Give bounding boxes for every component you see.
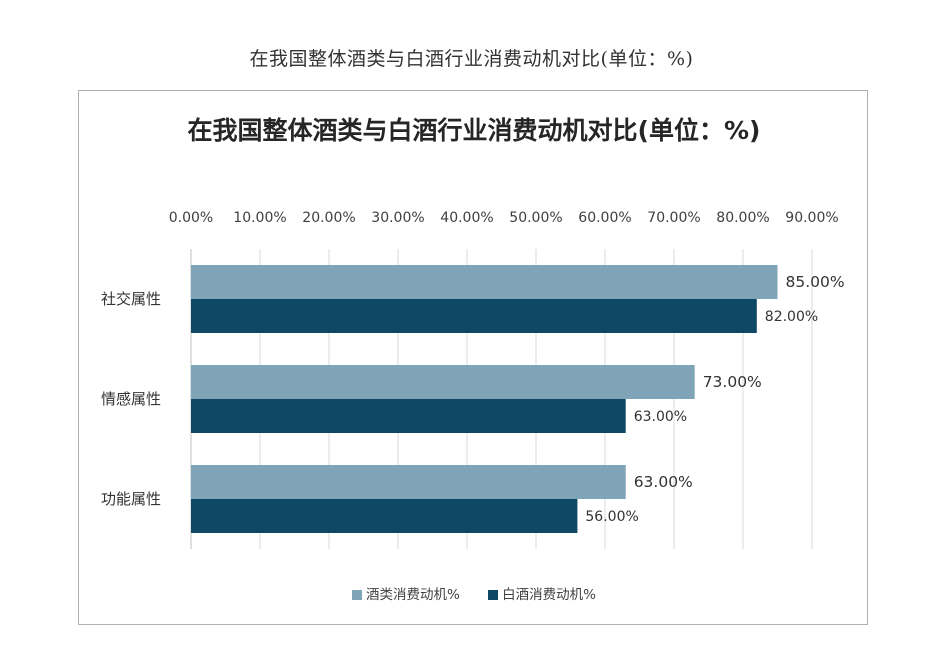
legend-item-liquor: 酒类消费动机%	[352, 583, 460, 603]
data-label: 56.00%	[585, 509, 638, 525]
data-label: 63.00%	[634, 409, 687, 425]
bar	[191, 265, 778, 299]
bar	[191, 465, 626, 499]
bar	[191, 399, 626, 433]
x-tick-label: 0.00%	[169, 210, 213, 226]
bar	[191, 299, 757, 333]
x-tick-label: 90.00%	[785, 210, 838, 226]
data-label: 82.00%	[765, 309, 818, 325]
legend-swatch-baijiu	[488, 590, 499, 600]
category-label: 社交属性	[101, 290, 161, 308]
bar	[191, 365, 695, 399]
category-label: 功能属性	[101, 490, 161, 508]
x-tick-label: 30.00%	[371, 210, 424, 226]
legend-label-liquor: 酒类消费动机%	[366, 587, 460, 603]
x-tick-label: 50.00%	[509, 210, 562, 226]
x-tick-label: 40.00%	[440, 210, 493, 226]
chart-frame: 在我国整体酒类与白酒行业消费动机对比(单位：%) 0.00% 10.00% 20.0…	[78, 90, 868, 625]
chart-title: 在我国整体酒类与白酒行业消费动机对比(单位：%)	[187, 116, 761, 145]
data-label: 85.00%	[786, 273, 845, 291]
legend-label-baijiu: 白酒消费动机%	[502, 587, 596, 603]
data-label: 63.00%	[634, 473, 693, 491]
legend-swatch-liquor	[352, 590, 363, 600]
category-label: 情感属性	[101, 390, 161, 408]
legend: 酒类消费动机% 白酒消费动机%	[79, 583, 869, 603]
x-tick-label: 20.00%	[302, 210, 355, 226]
bar	[191, 499, 578, 533]
data-label: 73.00%	[703, 373, 762, 391]
x-tick-label: 60.00%	[578, 210, 631, 226]
x-tick-label: 70.00%	[647, 210, 700, 226]
x-tick-label: 80.00%	[716, 210, 769, 226]
bar-chart: 0.00% 10.00% 20.00% 30.00% 40.00% 50.00% 60.00…	[101, 210, 845, 549]
legend-item-baijiu: 白酒消费动机%	[488, 583, 596, 603]
x-tick-label: 10.00%	[233, 210, 286, 226]
page-title: 在我国整体酒类与白酒行业消费动机对比(单位：%)	[249, 48, 694, 70]
